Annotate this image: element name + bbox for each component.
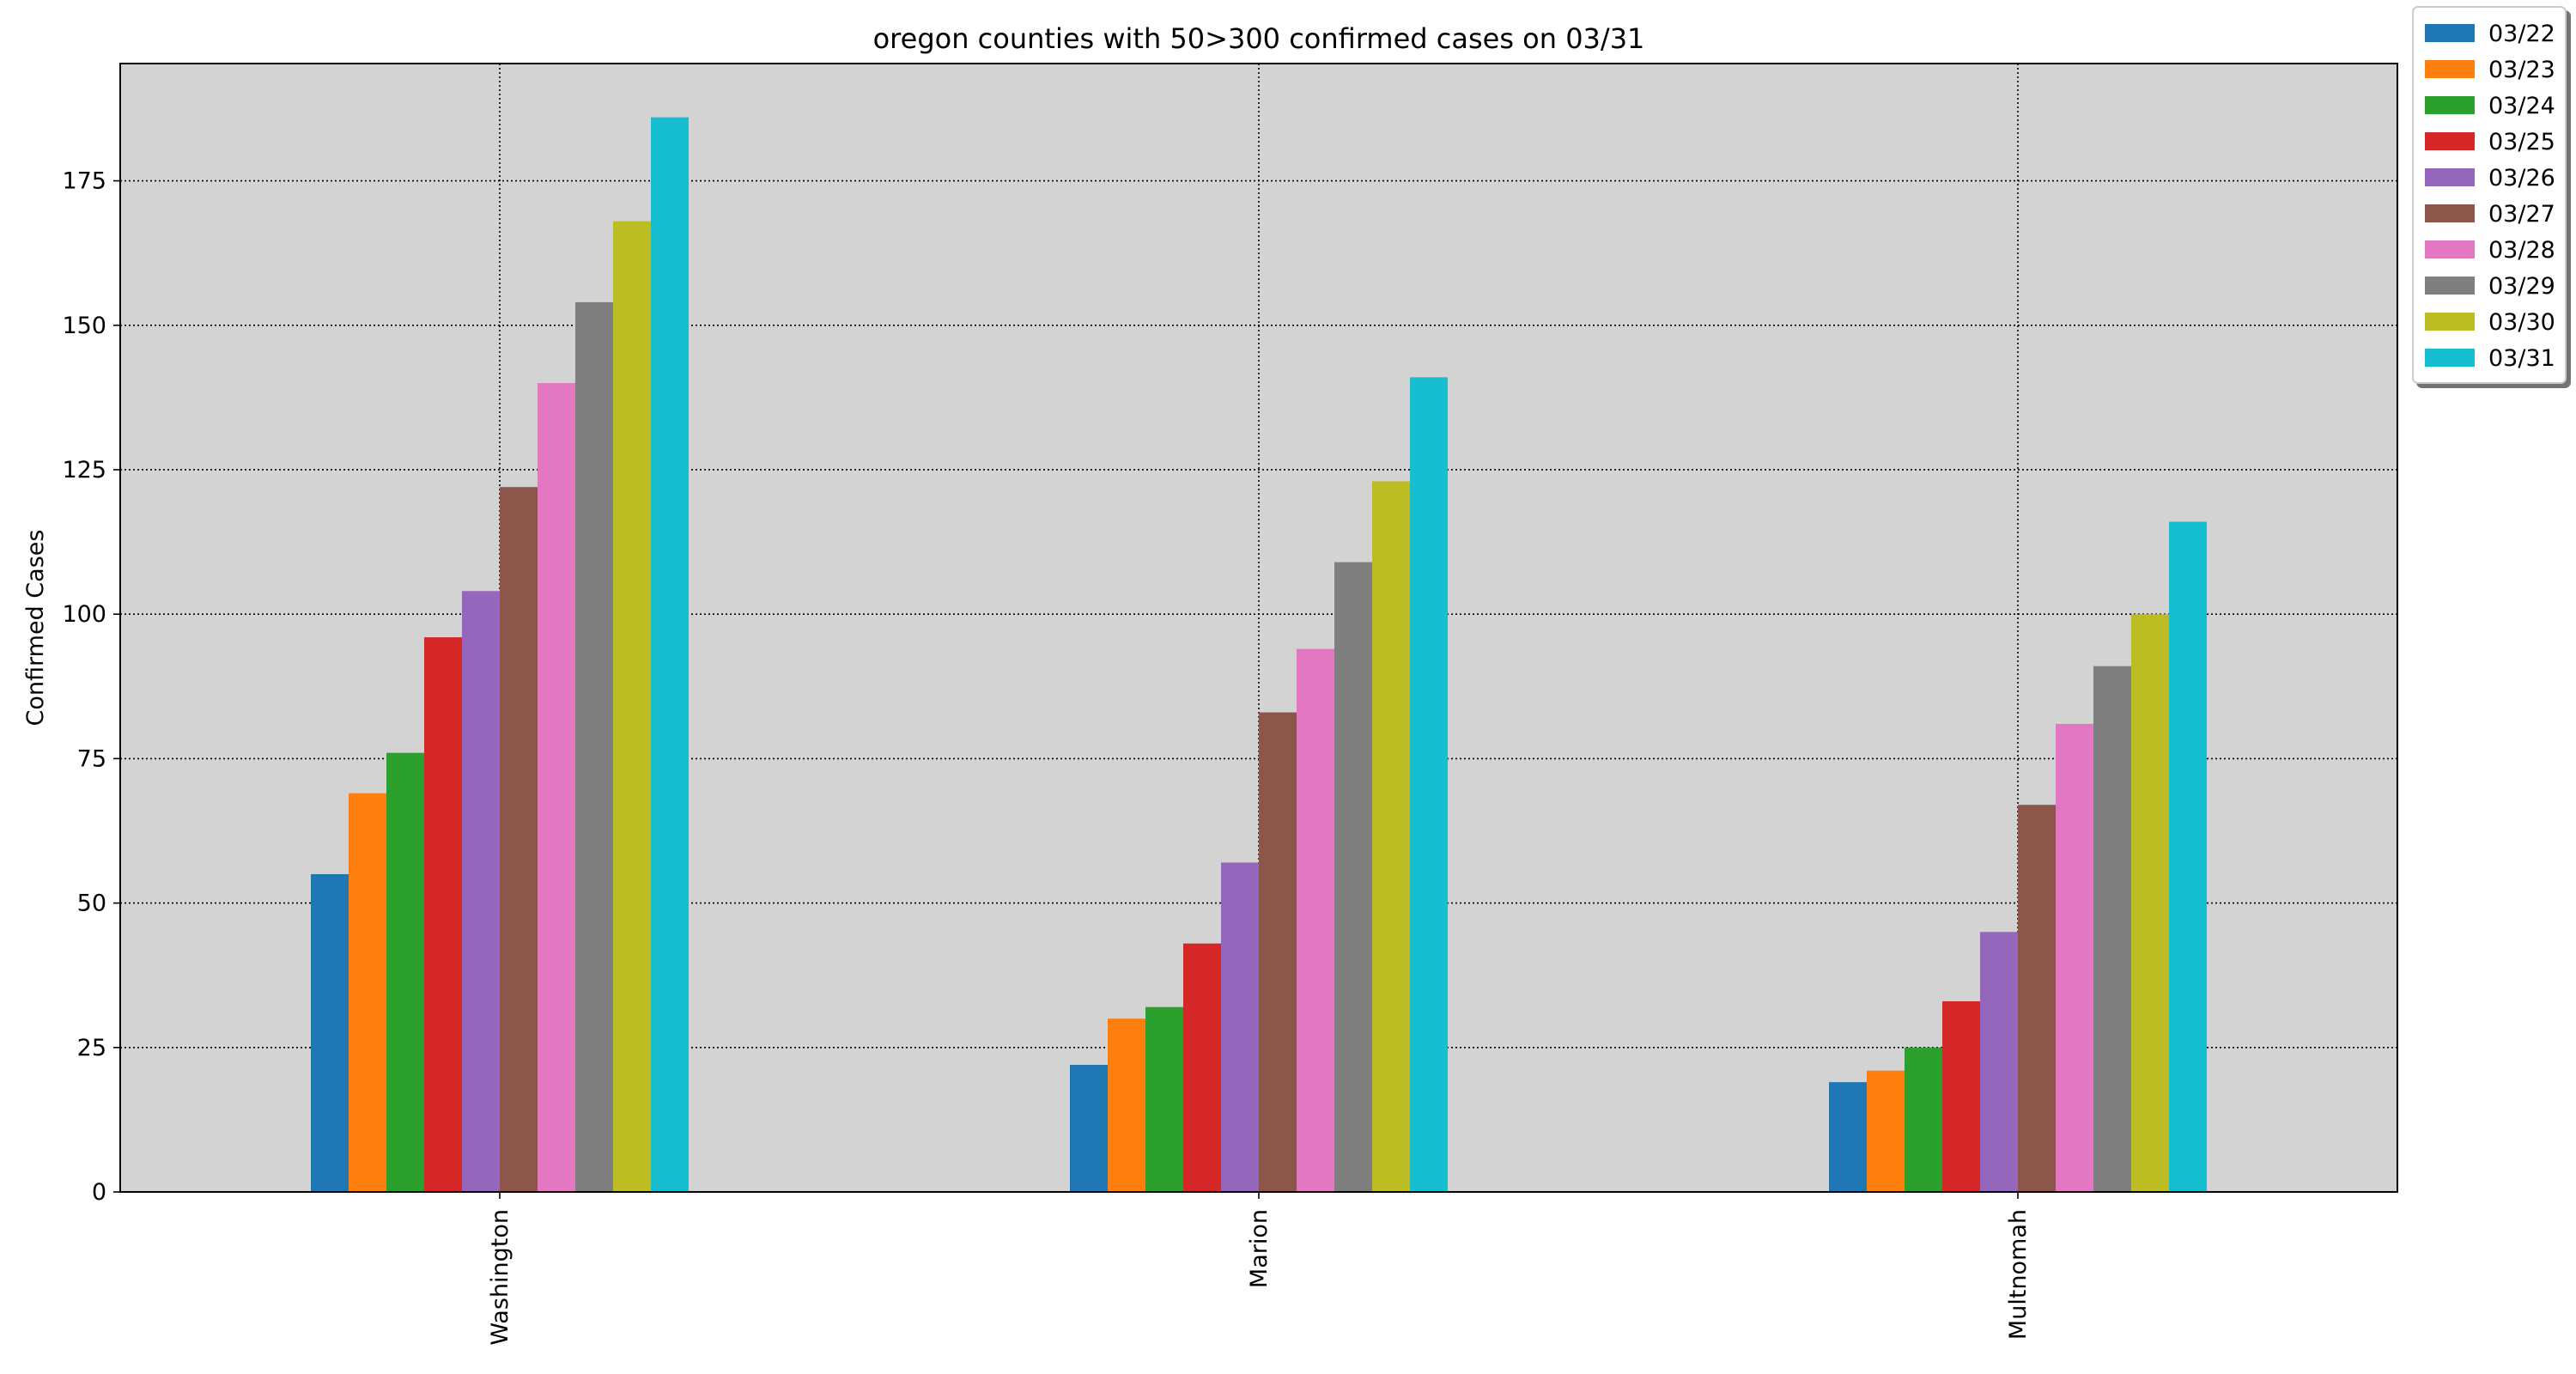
legend: 03/22 03/23 03/24 03/25 03/26 03/27 03/28 03/29… (2412, 6, 2567, 384)
bar (575, 301, 613, 1192)
y-tick-label: 175 (62, 168, 106, 195)
legend-swatch (2425, 277, 2475, 295)
bar (311, 873, 349, 1192)
bar (1183, 943, 1221, 1192)
bar (2169, 521, 2207, 1192)
bars (311, 117, 2207, 1193)
y-tick-label: 150 (62, 313, 106, 339)
bar (651, 117, 689, 1193)
bar (1221, 862, 1259, 1192)
legend-swatch (2425, 313, 2475, 331)
legend-label: 03/22 (2488, 21, 2555, 47)
bar (1372, 481, 1410, 1192)
bar (1259, 712, 1297, 1192)
bar (613, 221, 651, 1192)
legend-label: 03/25 (2488, 129, 2555, 155)
bar (349, 793, 386, 1192)
legend-label: 03/24 (2488, 93, 2555, 119)
legend-swatch (2425, 349, 2475, 367)
bar (2093, 666, 2131, 1192)
legend-label: 03/29 (2488, 273, 2555, 300)
bar (1829, 1082, 1867, 1192)
bar (386, 752, 424, 1192)
bar (1297, 648, 1334, 1192)
x-tick-label: Multnomah (2005, 1209, 2032, 1340)
y-tick-label: 75 (77, 745, 106, 772)
legend-label: 03/26 (2488, 165, 2555, 192)
legend-swatch (2425, 24, 2475, 42)
legend-swatch (2425, 204, 2475, 222)
chart-title: oregon counties with 50>300 confirmed ca… (873, 22, 1645, 55)
legend-swatch (2425, 96, 2475, 114)
bar (1980, 932, 2018, 1192)
legend-swatch (2425, 240, 2475, 258)
legend-label: 03/23 (2488, 57, 2555, 83)
bar (500, 487, 538, 1192)
bar (1334, 562, 1372, 1192)
y-tick-label: 0 (92, 1179, 106, 1206)
bar (462, 591, 500, 1192)
y-tick-label: 125 (62, 457, 106, 483)
legend-swatch (2425, 132, 2475, 150)
legend-label: 03/28 (2488, 237, 2555, 264)
bar (1410, 377, 1448, 1192)
y-axis-label: Confirmed Cases (22, 530, 49, 727)
bar (1905, 1047, 1942, 1192)
y-tick-label: 50 (77, 891, 106, 917)
bar (538, 383, 575, 1192)
bar (2056, 724, 2093, 1192)
bar (1108, 1018, 1145, 1192)
bar (424, 637, 462, 1192)
bar (1145, 1006, 1183, 1192)
x-axis-ticks: Washington Marion Multnomah (487, 1192, 2032, 1346)
y-tick-label: 25 (77, 1035, 106, 1061)
legend-label: 03/27 (2488, 201, 2555, 228)
y-tick-label: 100 (62, 601, 106, 628)
bar (1070, 1064, 1108, 1192)
y-axis-ticks: 0 25 50 75 100 125 150 175 (62, 168, 120, 1206)
legend-swatch (2425, 168, 2475, 186)
x-tick-label: Marion (1246, 1209, 1273, 1288)
x-tick-label: Washington (487, 1209, 513, 1346)
bar (1867, 1070, 1905, 1192)
legend-swatch (2425, 60, 2475, 78)
bar (2018, 805, 2056, 1192)
legend-label: 03/30 (2488, 309, 2555, 336)
bar (2131, 614, 2169, 1192)
legend-label: 03/31 (2488, 345, 2555, 372)
bar (1942, 1000, 1980, 1192)
